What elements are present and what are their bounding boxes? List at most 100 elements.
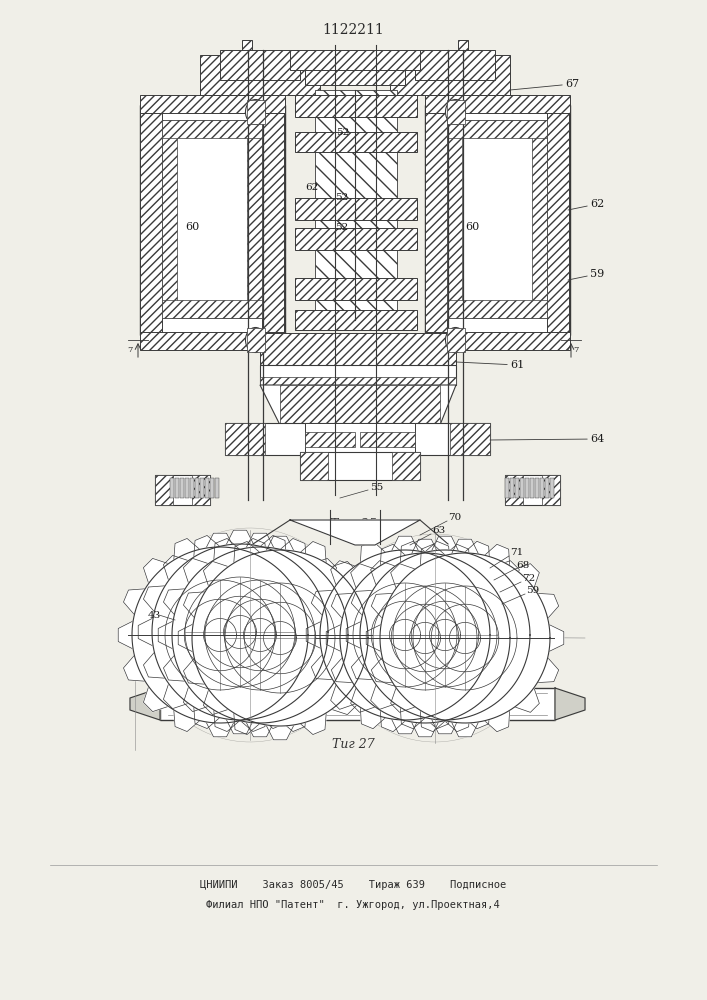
Polygon shape [355, 658, 377, 684]
Circle shape [320, 550, 490, 720]
Polygon shape [380, 544, 405, 566]
Circle shape [360, 550, 530, 720]
Bar [447, 120, 547, 138]
Bar [195, 478, 199, 498]
Bar [295, 198, 417, 220]
Bar [260, 377, 456, 385]
Polygon shape [392, 536, 419, 551]
Polygon shape [138, 618, 153, 646]
Polygon shape [489, 621, 504, 649]
Polygon shape [295, 655, 317, 681]
Polygon shape [291, 555, 317, 580]
Bar [515, 478, 519, 498]
Polygon shape [204, 690, 228, 715]
Text: 70: 70 [448, 513, 461, 522]
Polygon shape [380, 710, 405, 732]
Polygon shape [174, 710, 199, 732]
Text: 62: 62 [305, 183, 318, 192]
Polygon shape [518, 590, 539, 615]
Polygon shape [495, 561, 520, 585]
Text: Филиал НПО "Патент"  г. Ужгород, ул.Проектная,4: Филиал НПО "Патент" г. Ужгород, ул.Проек… [206, 900, 500, 910]
Polygon shape [455, 685, 479, 709]
Bar [315, 90, 397, 320]
Polygon shape [475, 564, 499, 588]
Bar [505, 475, 523, 505]
Bar [390, 55, 510, 95]
Polygon shape [455, 561, 479, 585]
Polygon shape [144, 558, 168, 583]
Bar [305, 60, 405, 85]
Bar [542, 475, 560, 505]
Polygon shape [206, 533, 234, 548]
Polygon shape [371, 593, 392, 618]
Bar [262, 105, 284, 335]
Polygon shape [300, 541, 326, 563]
Polygon shape [130, 688, 160, 720]
Polygon shape [312, 558, 337, 583]
Text: 63: 63 [432, 526, 445, 535]
Polygon shape [163, 555, 189, 580]
Bar [425, 105, 570, 335]
Polygon shape [366, 624, 381, 652]
Text: 7: 7 [573, 346, 578, 354]
Polygon shape [431, 719, 459, 734]
Polygon shape [315, 586, 337, 612]
Bar [505, 475, 560, 505]
Polygon shape [290, 520, 420, 545]
Polygon shape [291, 684, 317, 709]
Bar [210, 478, 214, 498]
Polygon shape [327, 618, 341, 646]
Text: 60: 60 [465, 222, 479, 232]
Polygon shape [347, 621, 362, 649]
Circle shape [132, 547, 308, 723]
Ellipse shape [245, 328, 266, 353]
Polygon shape [515, 564, 539, 588]
Bar [295, 278, 417, 300]
Polygon shape [266, 536, 294, 551]
Bar [155, 475, 173, 505]
Polygon shape [332, 690, 356, 715]
Polygon shape [351, 564, 375, 588]
Text: 67: 67 [510, 79, 579, 90]
Bar [425, 332, 570, 350]
Polygon shape [477, 590, 498, 615]
Bar [175, 478, 179, 498]
Polygon shape [271, 687, 297, 712]
Bar [247, 328, 264, 352]
Polygon shape [163, 684, 189, 709]
Bar [162, 300, 262, 318]
Polygon shape [280, 710, 306, 732]
Polygon shape [118, 621, 133, 649]
Bar [247, 100, 264, 124]
Bar [415, 50, 495, 80]
Polygon shape [306, 621, 321, 649]
Bar [290, 50, 420, 70]
Polygon shape [497, 658, 519, 683]
Polygon shape [346, 621, 361, 649]
Polygon shape [549, 624, 563, 652]
Ellipse shape [445, 328, 465, 353]
Polygon shape [183, 687, 209, 712]
Polygon shape [312, 687, 337, 712]
Bar [520, 478, 524, 498]
Bar [260, 333, 456, 368]
Polygon shape [307, 621, 322, 649]
Bar [360, 432, 415, 447]
Polygon shape [271, 558, 297, 583]
Polygon shape [144, 687, 168, 712]
Text: 72: 72 [522, 574, 535, 583]
Polygon shape [445, 710, 469, 732]
Polygon shape [183, 658, 205, 684]
Bar [295, 95, 417, 117]
Polygon shape [400, 541, 426, 563]
Polygon shape [392, 719, 419, 734]
Polygon shape [246, 533, 274, 548]
Polygon shape [280, 538, 306, 560]
Circle shape [172, 547, 348, 723]
Polygon shape [425, 707, 450, 729]
Bar [300, 452, 420, 480]
Polygon shape [240, 710, 267, 732]
Polygon shape [331, 561, 355, 585]
Bar [247, 120, 262, 318]
Polygon shape [260, 535, 286, 557]
